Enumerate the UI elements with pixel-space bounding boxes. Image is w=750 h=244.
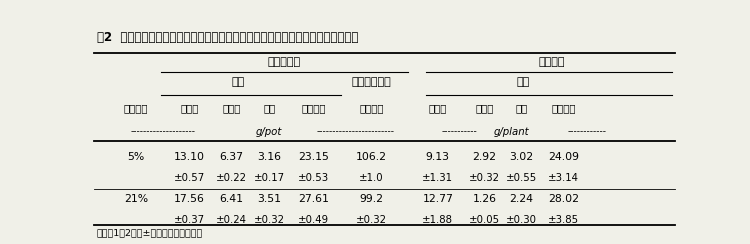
- Text: ±0.30: ±0.30: [506, 215, 537, 225]
- Text: 子実重: 子実重: [181, 103, 199, 113]
- Text: g/pot: g/pot: [256, 127, 283, 137]
- Text: ±0.37: ±0.37: [174, 215, 206, 225]
- Text: 地上部重: 地上部重: [359, 103, 384, 113]
- Text: ±0.05: ±0.05: [469, 215, 500, 225]
- Text: ±0.49: ±0.49: [298, 215, 329, 225]
- Text: 99.2: 99.2: [359, 194, 383, 204]
- Text: 23.15: 23.15: [298, 152, 329, 162]
- Text: 2.92: 2.92: [472, 152, 496, 162]
- Text: ±0.57: ±0.57: [174, 173, 206, 183]
- Text: 莢殻重: 莢殻重: [222, 103, 241, 113]
- Text: 28.02: 28.02: [548, 194, 579, 204]
- Text: 大豆: 大豆: [516, 77, 530, 87]
- Text: 17.56: 17.56: [174, 194, 205, 204]
- Text: ±0.55: ±0.55: [506, 173, 537, 183]
- Text: 3.51: 3.51: [257, 194, 281, 204]
- Text: 9.13: 9.13: [426, 152, 450, 162]
- Text: 3.16: 3.16: [257, 152, 281, 162]
- Text: 圃場試験: 圃場試験: [538, 57, 565, 67]
- Text: トウモロコシ: トウモロコシ: [352, 77, 392, 87]
- Text: ±0.53: ±0.53: [298, 173, 329, 183]
- Text: --------------------: --------------------: [131, 127, 196, 136]
- Text: -----------: -----------: [442, 127, 478, 136]
- Text: 13.10: 13.10: [174, 152, 206, 162]
- Text: 2.24: 2.24: [509, 194, 533, 204]
- Text: ±1.0: ±1.0: [359, 173, 384, 183]
- Text: ±3.85: ±3.85: [548, 215, 579, 225]
- Text: 地上部重: 地上部重: [551, 103, 576, 113]
- Text: ------------: ------------: [567, 127, 606, 136]
- Text: 注）表1、2とも±は標準偏差を示す。: 注）表1、2とも±は標準偏差を示す。: [97, 229, 203, 238]
- Text: 大豆: 大豆: [231, 77, 244, 87]
- Text: 茎重: 茎重: [263, 103, 275, 113]
- Text: ±0.17: ±0.17: [254, 173, 285, 183]
- Text: ±0.32: ±0.32: [356, 215, 387, 225]
- Text: 酸素濃度: 酸素濃度: [124, 103, 148, 113]
- Text: ±1.31: ±1.31: [422, 173, 453, 183]
- Text: 12.77: 12.77: [422, 194, 453, 204]
- Text: 24.09: 24.09: [548, 152, 579, 162]
- Text: ±0.32: ±0.32: [469, 173, 500, 183]
- Text: 茎重: 茎重: [515, 103, 528, 113]
- Text: 5%: 5%: [128, 152, 145, 162]
- Text: ------------------------: ------------------------: [316, 127, 394, 136]
- Text: 表2  出芽期間の酸素濃度が成熟期の大豆と登熟中期のトウモロコシに及ぼす影響: 表2 出芽期間の酸素濃度が成熟期の大豆と登熟中期のトウモロコシに及ぼす影響: [97, 31, 358, 44]
- Text: 27.61: 27.61: [298, 194, 329, 204]
- Text: 106.2: 106.2: [356, 152, 387, 162]
- Text: ±0.32: ±0.32: [254, 215, 285, 225]
- Text: ±3.14: ±3.14: [548, 173, 579, 183]
- Text: 3.02: 3.02: [509, 152, 533, 162]
- Text: 登熟莢: 登熟莢: [429, 103, 447, 113]
- Text: ±0.24: ±0.24: [216, 215, 247, 225]
- Text: 1.26: 1.26: [472, 194, 496, 204]
- Text: ±0.22: ±0.22: [216, 173, 247, 183]
- Text: g/plant: g/plant: [494, 127, 529, 137]
- Text: 地上部重: 地上部重: [302, 103, 326, 113]
- Text: 莢殻重: 莢殻重: [476, 103, 494, 113]
- Text: 6.41: 6.41: [220, 194, 244, 204]
- Text: 6.37: 6.37: [220, 152, 244, 162]
- Text: 21%: 21%: [124, 194, 148, 204]
- Text: ±1.88: ±1.88: [422, 215, 453, 225]
- Text: ポット試験: ポット試験: [268, 57, 301, 67]
